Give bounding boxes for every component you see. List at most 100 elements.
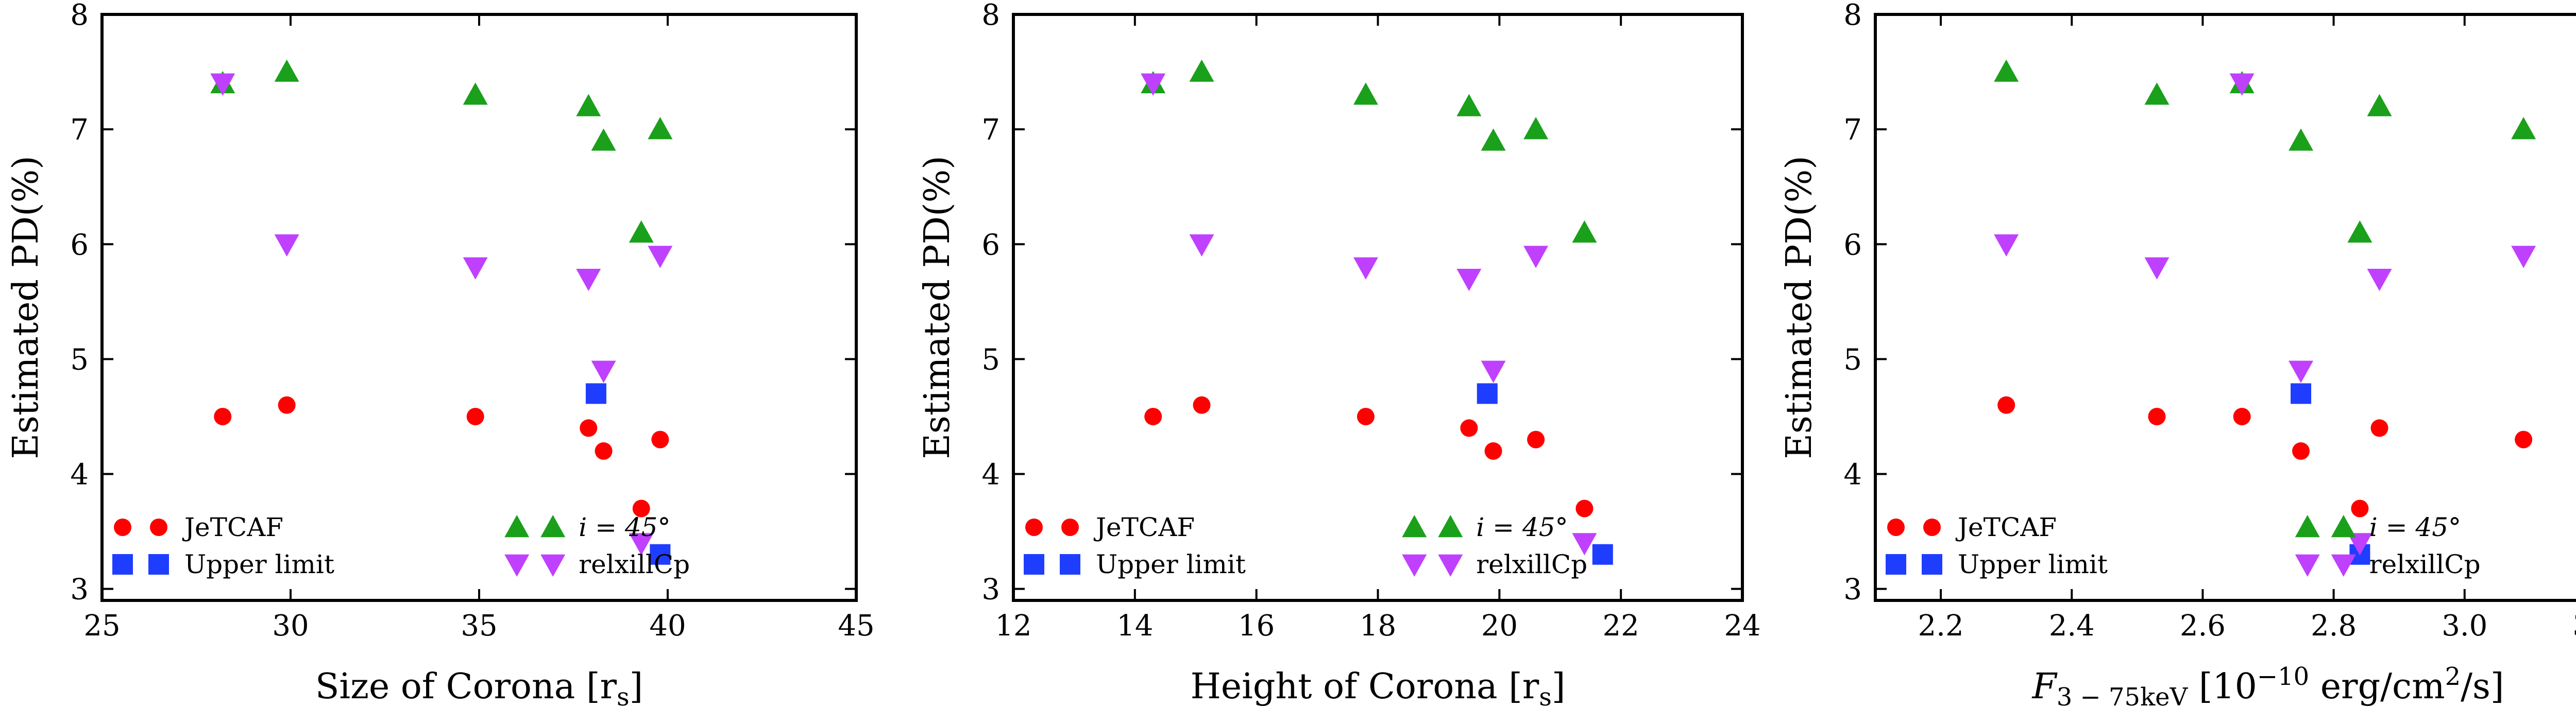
legend-marker-upper [148, 554, 169, 575]
point-jetcaf [2515, 430, 2533, 449]
point-incl [1523, 117, 1549, 140]
y-tick-label: 5 [981, 343, 1000, 376]
y-tick-label: 3 [981, 573, 1000, 607]
legend-marker-incl [2295, 515, 2320, 538]
y-axis-label: Estimated PD(%) [1779, 156, 1820, 459]
point-upper [1592, 544, 1613, 565]
y-tick-label: 4 [1843, 458, 1862, 492]
x-tick-label: 14 [1116, 609, 1153, 643]
legend-marker-incl [1402, 515, 1427, 538]
x-tick-label: 16 [1238, 609, 1275, 643]
x-tick-label: 2.8 [2311, 609, 2357, 643]
panel-3-frame [1874, 13, 2576, 602]
x-axis-label-part: Size of Corona [r [315, 666, 617, 707]
x-tick-label: 35 [461, 609, 497, 643]
x-axis-label-part_tail2: /s] [2461, 666, 2504, 707]
point-relxill [2289, 360, 2314, 383]
panel-3-legend: JeTCAF i = 45° Upper limit relxillCp [1886, 512, 2481, 579]
x-axis-label-part_sub: s [1539, 683, 1552, 712]
x-tick-label: 2.2 [1918, 609, 1964, 643]
point-upper [585, 383, 606, 404]
y-tick-label: 7 [1843, 113, 1862, 147]
point-incl [2367, 94, 2392, 116]
point-incl [274, 59, 299, 82]
point-relxill [1189, 234, 1214, 257]
y-tick-label: 6 [1843, 228, 1862, 262]
x-axis-label: Size of Corona [rs] [315, 666, 643, 712]
point-relxill [1481, 360, 1506, 383]
x-axis-label-part_sub: s [617, 683, 630, 712]
x-axis-label-part_sup: −10 [2257, 662, 2309, 691]
point-relxill [591, 360, 616, 383]
x-tick-label: 3.2 [2572, 609, 2576, 643]
point-jetcaf [1460, 419, 1478, 437]
legend-marker-incl [504, 515, 530, 538]
point-relxill [2229, 73, 2255, 96]
point-incl [591, 128, 616, 151]
point-incl [629, 220, 654, 243]
x-axis-label-part_end: ] [630, 666, 643, 707]
x-tick-label: 22 [1603, 609, 1639, 643]
point-relxill [210, 73, 235, 96]
legend-marker-upper [112, 554, 133, 575]
legend-marker-relxill [1402, 554, 1427, 577]
legend-marker-jetcaf [1923, 519, 1941, 536]
point-relxill [576, 269, 601, 291]
panel-1-legend: JeTCAF i = 45° Upper limit relxillCp [112, 512, 690, 579]
point-incl [2144, 82, 2170, 105]
y-tick-label: 3 [70, 573, 89, 607]
point-relxill [2347, 533, 2372, 556]
point-jetcaf [2292, 442, 2310, 460]
x-tick-label: 2.6 [2180, 609, 2226, 643]
point-relxill [629, 533, 654, 556]
x-axis-label-part_tail: erg/cm [2309, 666, 2445, 707]
point-jetcaf [2370, 419, 2388, 437]
x-axis-label-part: Height of Corona [r [1191, 666, 1539, 707]
y-tick-label: 8 [981, 0, 1000, 32]
point-incl [1456, 94, 1482, 116]
legend-marker-upper [1060, 554, 1080, 575]
y-tick-label: 3 [1843, 573, 1862, 607]
legend-label-upper: Upper limit [1096, 549, 1246, 579]
y-axis-label: Estimated PD(%) [917, 156, 958, 459]
legend-marker-relxill [504, 554, 530, 577]
x-axis-label-part: F [2031, 666, 2058, 707]
legend-marker-relxill [540, 554, 566, 577]
point-relxill [1353, 257, 1378, 280]
point-incl [2289, 128, 2314, 151]
legend-marker-incl [540, 515, 566, 538]
y-tick-label: 7 [981, 113, 1000, 147]
x-tick-label: 45 [838, 609, 874, 643]
x-tick-label: 18 [1360, 609, 1396, 643]
legend-marker-jetcaf [150, 519, 167, 536]
point-relxill [2367, 269, 2392, 291]
point-jetcaf [651, 430, 669, 449]
x-axis-label-part_sub: 3 − 75keV [2057, 683, 2189, 712]
point-jetcaf [580, 419, 598, 437]
legend-marker-relxill [1438, 554, 1463, 577]
legend-label-jetcaf: JeTCAF [1093, 512, 1195, 542]
legend-label-relxill: relxillCp [1476, 549, 1587, 579]
legend-label-relxill: relxillCp [2369, 549, 2481, 579]
legend-label-jetcaf: JeTCAF [182, 512, 283, 542]
legend-label-jetcaf: JeTCAF [1955, 512, 2057, 542]
legend-marker-upper [1024, 554, 1044, 575]
legend-marker-jetcaf [1887, 519, 1905, 536]
point-jetcaf [1527, 430, 1545, 449]
y-tick-label: 5 [1843, 343, 1862, 376]
point-jetcaf [632, 499, 650, 518]
point-jetcaf [1144, 407, 1162, 425]
x-tick-label: 2.4 [2049, 609, 2095, 643]
point-jetcaf [595, 442, 613, 460]
point-relxill [648, 246, 673, 268]
point-incl [2347, 220, 2372, 243]
point-relxill [463, 257, 488, 280]
point-upper [1477, 383, 1498, 404]
point-incl [463, 82, 488, 105]
legend-label-incl: i = 45° [579, 512, 670, 542]
y-tick-label: 4 [981, 458, 1000, 492]
legend-marker-jetcaf [1061, 519, 1079, 536]
legend-marker-relxill [2331, 554, 2356, 577]
